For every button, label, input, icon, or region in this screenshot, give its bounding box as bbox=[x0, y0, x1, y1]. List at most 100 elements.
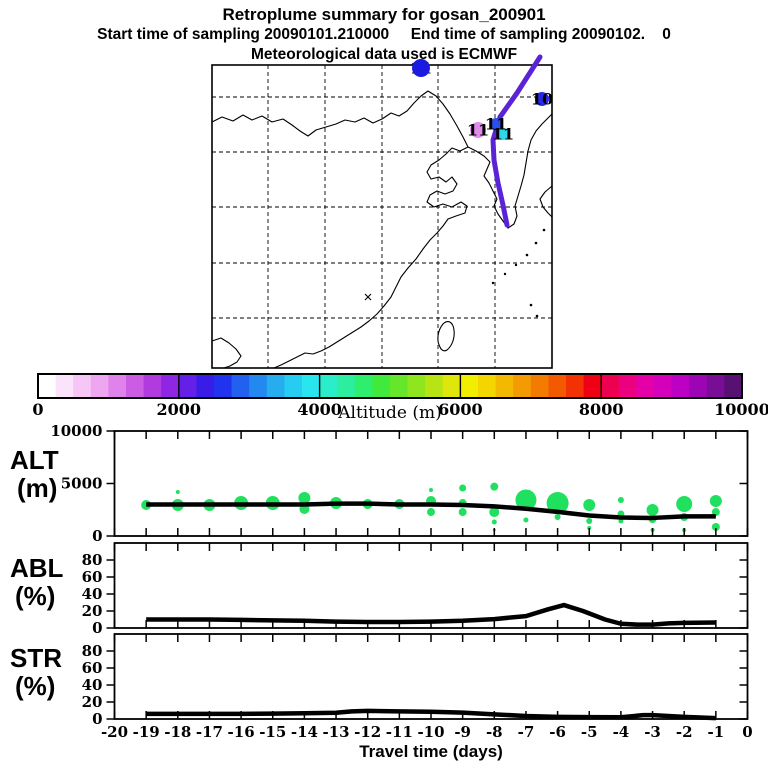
colorbar-segment bbox=[706, 374, 725, 398]
alt-panel-unit: (m) bbox=[17, 473, 58, 503]
x-tick-label: -16 bbox=[228, 723, 255, 741]
colorbar-segment bbox=[601, 374, 620, 398]
x-tick-label: -1 bbox=[708, 723, 725, 741]
colorbar-segment bbox=[178, 374, 197, 398]
alt-bubble bbox=[298, 491, 311, 504]
colorbar-segment bbox=[143, 374, 162, 398]
colorbar-segment bbox=[319, 374, 338, 398]
alt-bubble bbox=[709, 495, 722, 508]
alt-bubble bbox=[427, 508, 435, 517]
colorbar-segment bbox=[372, 374, 391, 398]
colorbar-segment bbox=[73, 374, 92, 398]
colorbar-segment bbox=[108, 374, 127, 398]
colorbar-segment bbox=[231, 374, 250, 398]
x-tick-label: -3 bbox=[644, 723, 661, 741]
x-tick-label: -9 bbox=[454, 723, 471, 741]
colorbar-segment bbox=[196, 374, 215, 398]
colorbar-segment bbox=[38, 374, 57, 398]
alt-ytick-label: 10000 bbox=[50, 422, 102, 440]
colorbar-segment bbox=[425, 374, 444, 398]
colorbar-segment bbox=[284, 374, 303, 398]
abl-ytick-label: 0 bbox=[92, 619, 102, 637]
map-panel bbox=[211, 64, 553, 369]
x-tick-label: 0 bbox=[742, 723, 752, 741]
alt-bubble bbox=[489, 507, 500, 518]
colorbar-axis-label: Altitude (m) bbox=[338, 403, 442, 423]
colorbar-segment bbox=[390, 374, 409, 398]
x-tick-label: -2 bbox=[676, 723, 693, 741]
str-line bbox=[146, 708, 716, 721]
abl-ytick-label: 60 bbox=[82, 568, 103, 586]
colorbar-segment bbox=[671, 374, 690, 398]
colorbar-segment bbox=[460, 374, 479, 398]
x-tick-label: -15 bbox=[259, 723, 286, 741]
colorbar-segment bbox=[126, 374, 145, 398]
met-data-line: Meteorological data used is ECMWF bbox=[250, 46, 518, 63]
trajectory-marker bbox=[412, 59, 430, 77]
colorbar-segment bbox=[407, 374, 426, 398]
sampling-times: Start time of sampling 20090101.210000 E… bbox=[97, 26, 671, 43]
x-tick-label: -7 bbox=[518, 723, 535, 741]
x-tick-label: -11 bbox=[386, 723, 413, 741]
alt-ytick-label: 0 bbox=[92, 527, 102, 545]
colorbar-segment bbox=[354, 374, 373, 398]
str-ytick-label: 60 bbox=[82, 659, 103, 677]
alt-bubble bbox=[523, 517, 529, 523]
alt-bubble bbox=[515, 489, 537, 511]
trajectory-markers: 1110111111 bbox=[410, 59, 553, 144]
str-ytick-label: 80 bbox=[82, 642, 103, 660]
alt-bubble bbox=[554, 513, 561, 520]
colorbar-segment bbox=[302, 374, 321, 398]
colorbar-segment bbox=[478, 374, 497, 398]
colorbar-frame bbox=[37, 373, 743, 399]
alt-bubble bbox=[546, 492, 569, 515]
abl-ytick-label: 80 bbox=[82, 551, 103, 569]
colorbar-segment bbox=[548, 374, 567, 398]
x-tick-label: -6 bbox=[549, 723, 566, 741]
colorbar-segment bbox=[530, 374, 549, 398]
alt-ytick-label: 5000 bbox=[61, 475, 103, 493]
colorbar-segment bbox=[214, 374, 233, 398]
colorbar-segment bbox=[337, 374, 356, 398]
marker-label: 11 bbox=[467, 121, 489, 140]
colorbar-segment bbox=[266, 374, 285, 398]
alt-bubble bbox=[459, 484, 467, 492]
str-panel-label: STR bbox=[10, 643, 62, 673]
x-tick-label: -18 bbox=[164, 723, 191, 741]
abl-panel-unit: (%) bbox=[15, 581, 56, 611]
abl-ytick-label: 40 bbox=[82, 585, 103, 603]
marker-label: 10 bbox=[531, 90, 553, 109]
alt-bubble bbox=[458, 508, 467, 517]
x-tick-label: -5 bbox=[581, 723, 598, 741]
x-tick-label: -12 bbox=[354, 723, 381, 741]
marker-label: 11 bbox=[492, 125, 514, 144]
str-ytick-label: 20 bbox=[82, 693, 103, 711]
colorbar-segment bbox=[55, 374, 74, 398]
x-axis-title: Travel time (days) bbox=[359, 742, 503, 761]
colorbar-segment bbox=[566, 374, 585, 398]
colorbar-tick-label: 0 bbox=[32, 400, 43, 419]
str-ytick-label: 40 bbox=[82, 676, 103, 694]
altitude-colorbar: 0 2000 4000 6000 8000 10000 bbox=[32, 373, 768, 419]
colorbar-segment bbox=[689, 374, 708, 398]
x-tick-label: -19 bbox=[133, 723, 160, 741]
trajectory-marker bbox=[497, 128, 509, 140]
figure-title: Retroplume summary for gosan_200901 bbox=[222, 5, 546, 24]
x-tick-label: -20 bbox=[101, 723, 128, 741]
alt-bubble bbox=[586, 517, 593, 524]
colorbar-segment bbox=[513, 374, 532, 398]
colorbar-segment bbox=[442, 374, 461, 398]
colorbar-tick-label: 10000 bbox=[714, 400, 768, 419]
alt-bubble bbox=[676, 495, 693, 512]
alt-bubble bbox=[711, 522, 720, 531]
x-tick-label: -10 bbox=[417, 723, 444, 741]
colorbar-tick-label: 2000 bbox=[157, 400, 202, 419]
x-tick-label: -8 bbox=[486, 723, 503, 741]
x-tick-label: -4 bbox=[613, 723, 630, 741]
str-ytick-label: 0 bbox=[92, 710, 102, 728]
x-tick-label: -13 bbox=[322, 723, 349, 741]
abl-panel-label: ABL bbox=[10, 553, 64, 583]
alt-bubble bbox=[711, 508, 720, 517]
